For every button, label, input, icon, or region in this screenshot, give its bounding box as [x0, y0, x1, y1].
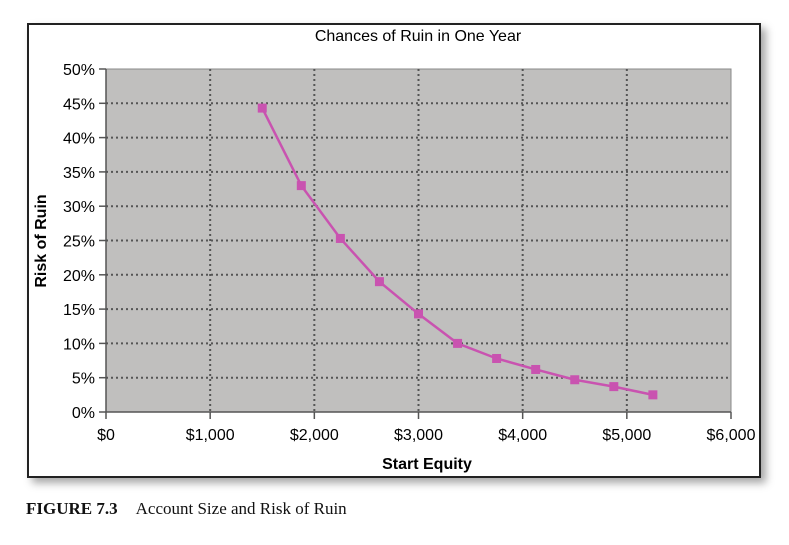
x-tick-label: $5,000 — [602, 427, 651, 444]
data-point — [648, 390, 658, 400]
data-point — [453, 338, 463, 348]
x-tick-label: $0 — [97, 427, 115, 444]
figure-caption: FIGURE 7.3 Account Size and Risk of Ruin — [26, 499, 347, 519]
x-tick-label: $6,000 — [707, 427, 756, 444]
x-axis-label: Start Equity — [382, 456, 472, 473]
x-tick-label: $1,000 — [186, 427, 235, 444]
y-tick-label: 0% — [72, 405, 95, 422]
y-tick-label: 15% — [63, 302, 95, 319]
figure-caption-text: Account Size and Risk of Ruin — [135, 499, 347, 518]
y-tick-label: 45% — [63, 96, 95, 113]
y-axis-label: Risk of Ruin — [33, 194, 50, 287]
data-point — [296, 181, 306, 191]
y-tick-label: 40% — [63, 131, 95, 148]
y-tick-label: 5% — [72, 371, 95, 388]
x-tick-label: $3,000 — [394, 427, 443, 444]
data-point — [257, 103, 267, 113]
data-point — [531, 364, 541, 374]
figure-label: FIGURE 7.3 — [26, 499, 118, 518]
data-point — [374, 277, 384, 287]
chart-title: Chances of Ruin in One Year — [315, 28, 522, 45]
data-point — [335, 233, 345, 243]
y-tick-label: 30% — [63, 199, 95, 216]
x-tick-label: $4,000 — [498, 427, 547, 444]
data-point — [609, 382, 619, 392]
y-tick-label: 50% — [63, 62, 95, 79]
y-tick-label: 25% — [63, 234, 95, 251]
data-point — [414, 309, 423, 319]
x-tick-label: $2,000 — [290, 427, 339, 444]
data-point — [570, 375, 580, 385]
y-tick-label: 35% — [63, 165, 95, 182]
data-point — [492, 353, 502, 363]
y-tick-label: 10% — [63, 336, 95, 353]
y-tick-label: 20% — [63, 268, 95, 285]
